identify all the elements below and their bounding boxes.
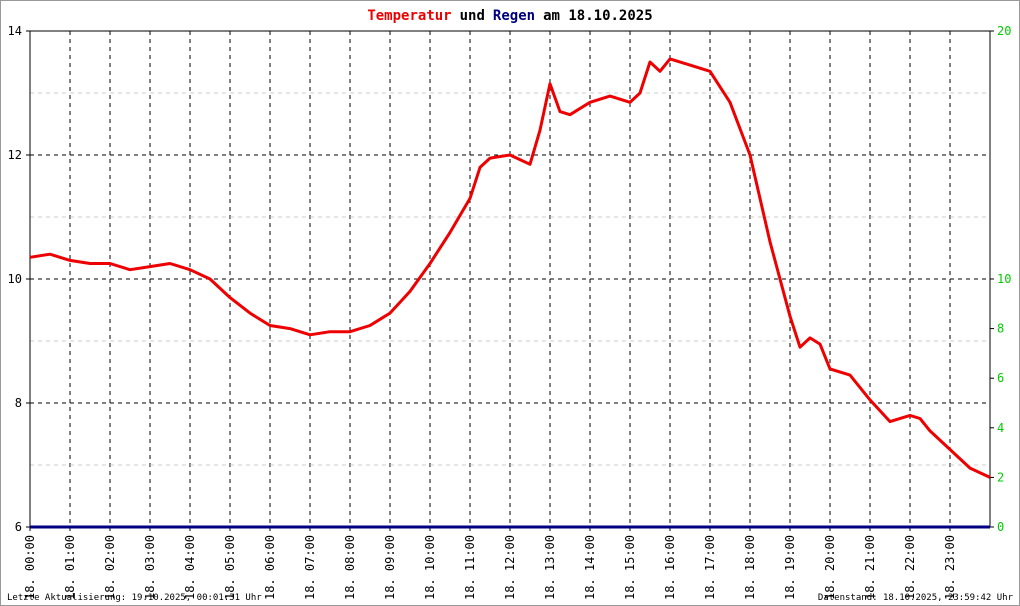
x-tick-label: 18. 19:00 [783, 535, 797, 600]
y-right-tick-label: 10 [997, 272, 1011, 286]
x-tick-label: 18. 01:00 [63, 535, 77, 600]
series [29, 57, 991, 529]
x-tick-label: 18. 17:00 [703, 535, 717, 600]
series-line-temperatur [29, 57, 991, 479]
title-date: am 18.10.2025 [543, 8, 653, 24]
x-tick-label: 18. 05:00 [223, 535, 237, 600]
x-tick-label: 18. 22:00 [903, 535, 917, 600]
x-tick-label: 18. 16:00 [663, 535, 677, 600]
y-left-tick-label: 10 [8, 272, 22, 286]
x-tick-label: 18. 20:00 [823, 535, 837, 600]
y-left-tick-label: 14 [8, 24, 22, 38]
x-tick-label: 18. 08:00 [343, 535, 357, 600]
x-tick-label: 18. 09:00 [383, 535, 397, 600]
y-right-tick-label: 4 [997, 421, 1004, 435]
y-right-tick-label: 20 [997, 24, 1011, 38]
tick-labels: 18. 00:00 18. 01:00 18. 02:00 18. 03:00 18. … [8, 24, 1012, 600]
x-tick-label: 18. 18:00 [743, 535, 757, 600]
x-tick-label: 18. 07:00 [303, 535, 317, 600]
x-tick-label: 18. 13:00 [543, 535, 557, 600]
x-tick-label: 18. 10:00 [423, 535, 437, 600]
footer-data-status: Datenstand: 18.10.2025, 23:59:42 Uhr [817, 593, 1013, 603]
x-tick-label: 18. 21:00 [863, 535, 877, 600]
title-temperature-word: Temperatur [367, 8, 451, 24]
grid-lines [30, 31, 990, 527]
y-left-tick-label: 8 [15, 396, 22, 410]
x-tick-label: 18. 06:00 [263, 535, 277, 600]
x-tick-label: 18. 03:00 [143, 535, 157, 600]
y-right-tick-label: 8 [997, 322, 1004, 336]
y-left-tick-label: 6 [15, 520, 22, 534]
title-rain-word: Regen [493, 8, 535, 24]
x-tick-label: 18. 04:00 [183, 535, 197, 600]
x-tick-label: 18. 11:00 [463, 535, 477, 600]
x-tick-label: 18. 15:00 [623, 535, 637, 600]
chart-title: Temperatur und Regen am 18.10.2025 [367, 8, 652, 24]
y-right-tick-label: 2 [997, 470, 1004, 484]
footer-last-update: Letzte Aktualisierung: 19.10.2025, 00:01… [7, 593, 262, 603]
y-left-tick-label: 12 [8, 148, 22, 162]
x-tick-label: 18. 02:00 [103, 535, 117, 600]
x-tick-label: 18. 14:00 [583, 535, 597, 600]
title-and-word: und [460, 8, 485, 24]
y-right-tick-label: 6 [997, 371, 1004, 385]
x-tick-label: 18. 00:00 [23, 535, 37, 600]
y-right-tick-label: 0 [997, 520, 1004, 534]
x-tick-label: 18. 12:00 [503, 535, 517, 600]
axes [26, 30, 994, 531]
x-tick-label: 18. 23:00 [943, 535, 957, 600]
